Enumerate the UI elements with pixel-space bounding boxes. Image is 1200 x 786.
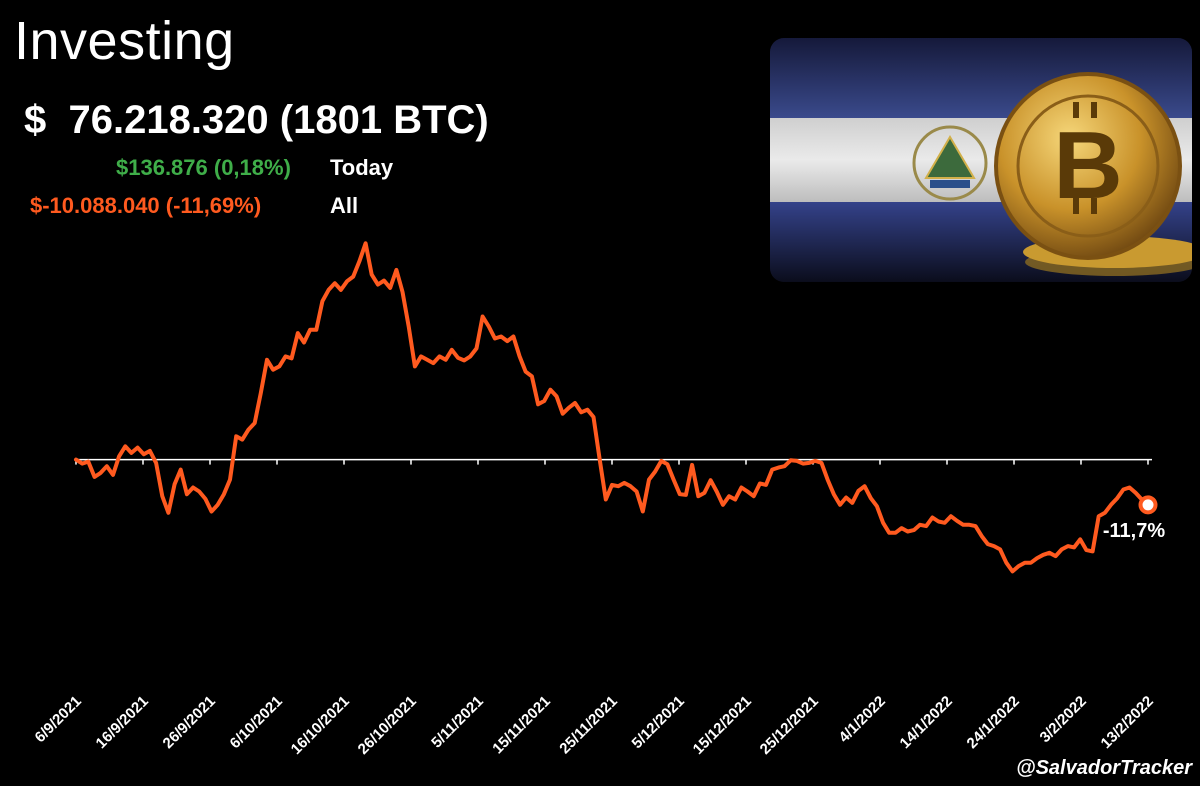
x-axis-labels: 6/9/2021 16/9/2021 26/9/2021 6/10/2021 16/10… — [32, 693, 1157, 758]
x-tick-label: 15/12/2021 — [690, 693, 755, 758]
x-tick-label: 3/2/2022 — [1037, 693, 1090, 746]
bitcoin-coin-icon: B — [994, 72, 1192, 276]
all-time-change-label: All — [330, 193, 359, 218]
x-tick-label: 4/1/2022 — [836, 693, 889, 746]
x-tick-label: 5/12/2021 — [629, 693, 688, 752]
today-change-label: Today — [330, 155, 394, 180]
coat-of-arms-icon — [912, 125, 988, 201]
x-tick-label: 25/11/2021 — [556, 693, 621, 758]
x-tick-label: 6/10/2021 — [227, 693, 286, 752]
x-tick-label: 25/12/2021 — [757, 693, 822, 758]
el-salvador-flag-icon: B — [770, 38, 1192, 282]
x-tick-label: 16/10/2021 — [288, 693, 353, 758]
x-tick-label: 26/9/2021 — [160, 693, 219, 752]
all-time-change-value: $-10.088.040 (-11,69%) — [30, 193, 262, 218]
x-tick-label: 24/1/2022 — [964, 693, 1023, 752]
x-tick-label: 15/11/2021 — [489, 693, 554, 758]
credit-handle: @SalvadorTracker — [1016, 757, 1192, 779]
x-tick-label: 5/11/2021 — [428, 693, 487, 752]
total-holdings-value: $ 76.218.320 (1801 BTC) — [24, 98, 489, 142]
svg-text:B: B — [1053, 112, 1122, 219]
today-change-value: $136.876 (0,18%) — [116, 155, 291, 180]
flag-and-bitcoin-image: B — [770, 38, 1192, 282]
series-line — [74, 241, 1150, 574]
x-tick-label: 16/9/2021 — [93, 693, 152, 752]
x-tick-label: 13/2/2022 — [1098, 693, 1157, 752]
end-point-marker — [1138, 495, 1158, 515]
x-tick-label: 6/9/2021 — [32, 693, 85, 746]
page-title: Investing — [14, 11, 235, 71]
end-value-label: -11,7% — [1103, 520, 1165, 542]
x-tick-label: 26/10/2021 — [355, 693, 420, 758]
x-tick-label: 14/1/2022 — [897, 693, 956, 752]
